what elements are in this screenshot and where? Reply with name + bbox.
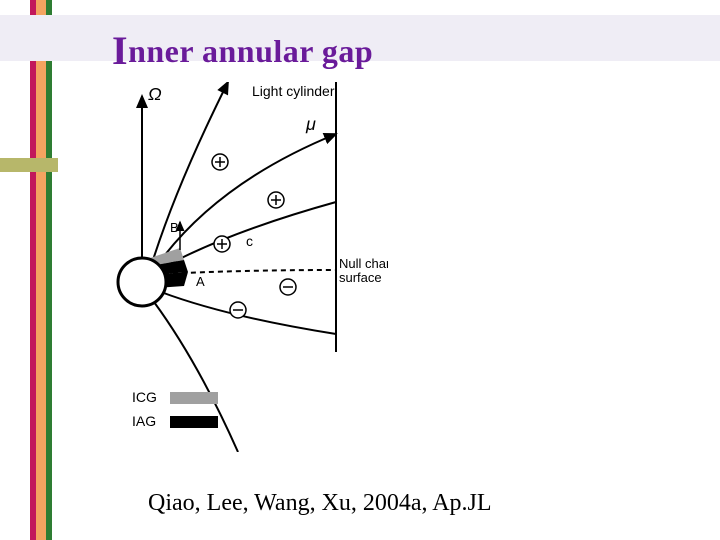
charge-plus-3 <box>214 236 230 252</box>
a-label: A <box>196 274 205 289</box>
charge-minus-2 <box>230 302 246 318</box>
charge-plus-2 <box>268 192 284 208</box>
neutron-star <box>118 258 166 306</box>
legend-iag-swatch <box>170 416 218 428</box>
legend-icg-label: ICG <box>132 389 157 405</box>
mu-label: μ <box>305 114 316 134</box>
citation: Qiao, Lee, Wang, Xu, 2004a, Ap.JL <box>148 490 492 517</box>
side-stripe-green <box>46 0 52 540</box>
olive-block-mid <box>0 158 58 172</box>
charge-minus-1 <box>280 279 296 295</box>
charge-plus-1 <box>212 154 228 170</box>
light-cylinder-label: Light cylinder <box>252 83 335 99</box>
null-charge-label-2: surface <box>339 270 382 285</box>
legend-icg-swatch <box>170 392 218 404</box>
pulsar-magnetosphere-diagram: Ω μ B A c <box>98 82 388 452</box>
legend-iag-label: IAG <box>132 413 156 429</box>
null-charge-label-1: Null charge <box>339 256 388 271</box>
null-charge-surface-line <box>164 270 336 274</box>
field-line-6 <box>154 302 238 452</box>
field-line-1 <box>153 82 228 260</box>
c-label: c <box>246 233 253 249</box>
side-stripe-orange <box>36 0 46 540</box>
b-label: B <box>170 220 179 235</box>
omega-label: Ω <box>148 84 162 104</box>
title-rest: nner annular gap <box>128 33 373 69</box>
title-initial: I <box>112 28 128 73</box>
title-band: Inner annular gap <box>0 15 720 61</box>
page-title: Inner annular gap <box>112 27 373 74</box>
field-line-5 <box>161 292 336 334</box>
slide: Inner annular gap Ω μ <box>0 0 720 540</box>
